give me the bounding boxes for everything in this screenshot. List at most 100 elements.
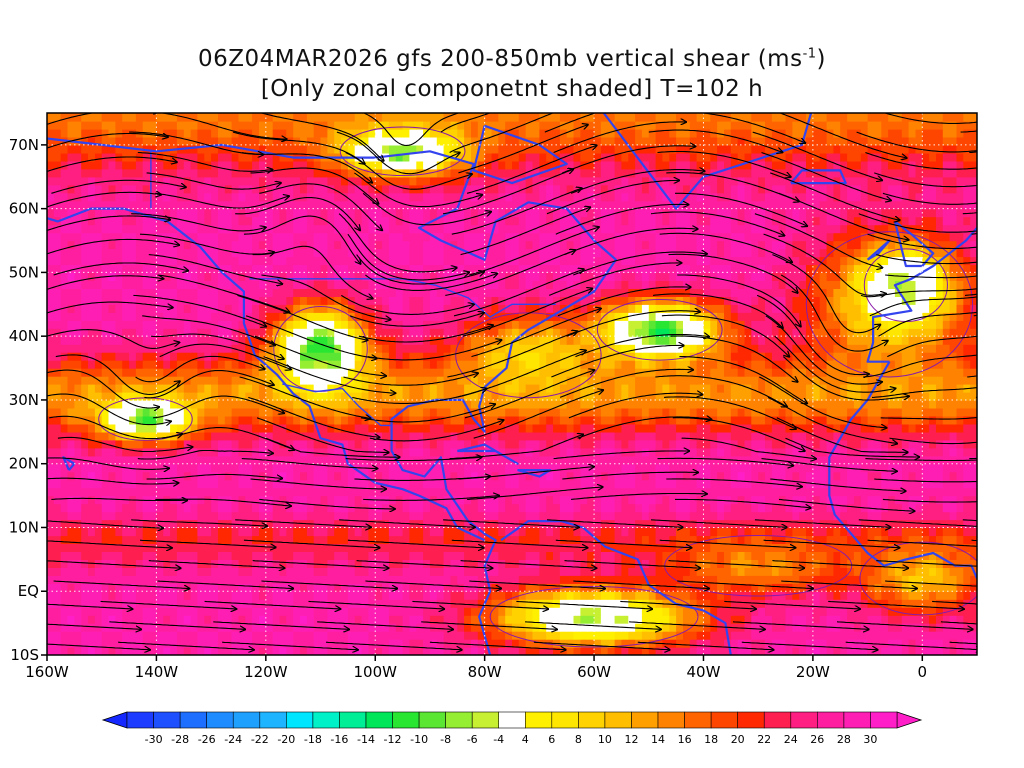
shear-cell — [853, 471, 862, 481]
shear-cell — [648, 623, 657, 632]
shear-cell — [347, 360, 356, 369]
shear-cell — [498, 392, 506, 401]
shear-cell — [60, 639, 69, 648]
shear-cell — [970, 551, 977, 560]
shear-cell — [676, 471, 684, 481]
shear-cell — [81, 631, 89, 640]
shear-cell — [580, 479, 588, 489]
shear-cell — [176, 487, 185, 497]
shear-cell — [956, 479, 964, 489]
shear-cell — [142, 631, 151, 640]
shear-cell — [683, 423, 691, 433]
shear-cell — [122, 384, 130, 393]
shear-cell — [812, 392, 821, 401]
shear-cell — [279, 623, 287, 632]
shear-cell — [525, 431, 534, 441]
shear-cell — [607, 392, 616, 401]
shear-cell — [942, 447, 951, 457]
shear-cell — [436, 384, 445, 393]
shear-cell — [621, 647, 629, 655]
shear-cell — [129, 631, 137, 640]
shear-cell — [218, 615, 226, 624]
shear-cell — [744, 623, 752, 632]
shear-cell — [306, 384, 315, 393]
shear-cell — [600, 639, 609, 648]
shear-cell — [936, 639, 944, 648]
shear-cell — [498, 591, 506, 600]
shear-cell — [860, 431, 869, 441]
shear-cell — [484, 527, 492, 537]
shear-cell — [744, 503, 752, 513]
shear-cell — [375, 639, 383, 648]
shear-cell — [252, 511, 260, 521]
shear-cell — [224, 360, 233, 369]
shear-cell — [785, 607, 793, 616]
shear-cell — [546, 623, 554, 632]
shear-cell — [539, 591, 547, 600]
shear-cell — [724, 431, 732, 441]
shear-cell — [245, 368, 253, 377]
shear-cell — [806, 423, 814, 433]
shear-cell — [956, 575, 964, 584]
shear-cell — [765, 551, 773, 560]
shear-cell — [929, 368, 937, 377]
shear-cell — [737, 575, 746, 584]
shear-cell — [641, 471, 650, 481]
shear-cell — [505, 583, 513, 592]
shear-cell — [833, 543, 841, 552]
shear-cell — [300, 647, 308, 655]
shear-cell — [539, 527, 547, 537]
shear-cell — [204, 511, 212, 521]
shear-cell — [888, 607, 896, 616]
shear-cell — [915, 599, 923, 608]
shear-cell — [655, 559, 663, 568]
shear-cell — [888, 535, 896, 544]
shear-cell — [970, 543, 977, 552]
shear-cell — [252, 631, 260, 640]
shear-cell — [94, 647, 103, 655]
shear-cell — [949, 384, 957, 393]
shear-cell — [949, 407, 957, 417]
shear-cell — [963, 479, 971, 489]
shear-cell — [812, 471, 821, 481]
shear-cell — [259, 471, 267, 481]
shear-cell — [826, 607, 834, 616]
shear-cell — [587, 415, 595, 425]
shear-cell — [710, 591, 718, 600]
shear-cell — [635, 360, 643, 369]
shear-cell — [730, 615, 739, 624]
shear-cell — [354, 431, 363, 441]
shear-cell — [655, 575, 663, 584]
shear-cell — [491, 551, 499, 560]
shear-cell — [115, 575, 123, 584]
shear-cell — [402, 631, 410, 640]
shear-cell — [81, 463, 89, 473]
shear-cell — [956, 519, 964, 529]
shear-cell — [156, 415, 164, 425]
shear-cell — [594, 495, 602, 505]
shear-cell — [867, 392, 875, 401]
shear-cell — [778, 503, 787, 513]
shear-cell — [518, 615, 527, 624]
shear-cell — [252, 495, 260, 505]
shear-cell — [313, 567, 322, 576]
shear-cell — [47, 495, 55, 505]
shear-cell — [279, 399, 287, 409]
shear-cell — [252, 487, 260, 497]
shear-cell — [860, 423, 869, 433]
shear-cell — [942, 567, 951, 576]
shear-cell — [279, 639, 287, 648]
shear-cell — [190, 583, 198, 592]
shear-cell — [409, 615, 417, 624]
shear-cell — [744, 575, 752, 584]
shear-cell — [833, 591, 841, 600]
shear-cell — [683, 455, 691, 465]
shear-cell — [765, 487, 773, 497]
shear-cell — [429, 463, 438, 473]
shear-cell — [915, 431, 923, 441]
shear-cell — [279, 463, 287, 473]
shear-cell — [436, 407, 445, 417]
shear-cell — [512, 527, 520, 537]
shear-cell — [771, 623, 780, 632]
shear-cell — [402, 384, 410, 393]
